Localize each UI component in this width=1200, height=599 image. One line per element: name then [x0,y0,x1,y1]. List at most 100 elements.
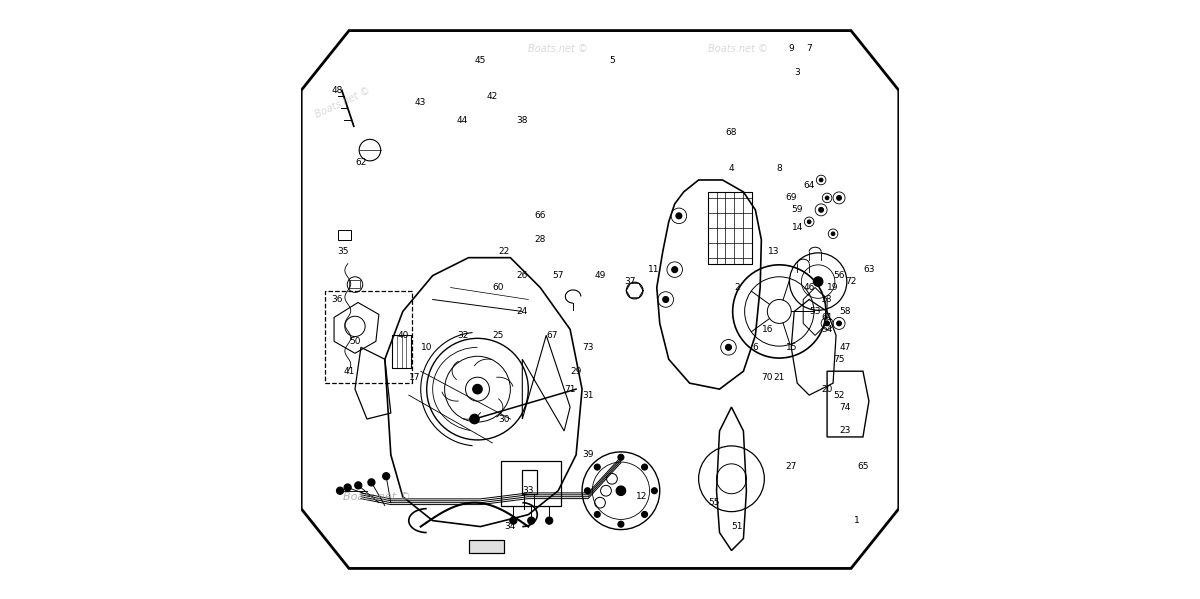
Circle shape [814,277,823,286]
Text: 62: 62 [355,158,367,167]
Text: 28: 28 [534,235,546,244]
Text: 5: 5 [610,56,614,65]
Text: 60: 60 [493,283,504,292]
Text: 27: 27 [786,462,797,471]
Circle shape [546,517,553,524]
Circle shape [473,385,482,394]
Text: 65: 65 [857,462,869,471]
Text: 75: 75 [833,355,845,364]
Text: 42: 42 [487,92,498,101]
Text: 2: 2 [734,283,740,292]
Text: 44: 44 [457,116,468,125]
Circle shape [676,213,682,219]
Circle shape [836,321,841,326]
Circle shape [836,195,841,200]
Circle shape [824,321,829,326]
Bar [708,192,752,264]
Circle shape [528,517,535,524]
Text: 33: 33 [522,486,534,495]
Circle shape [808,220,811,223]
Text: 17: 17 [409,373,420,382]
Text: Boats.net ©: Boats.net © [343,492,410,502]
Text: 19: 19 [827,283,839,292]
Text: 74: 74 [839,403,851,412]
Text: 73: 73 [582,343,594,352]
Circle shape [616,486,625,495]
Text: 70: 70 [762,373,773,382]
Circle shape [726,344,732,350]
Text: 52: 52 [833,391,845,400]
Circle shape [652,488,658,494]
Text: 56: 56 [833,271,845,280]
Circle shape [662,297,668,302]
Bar [468,540,504,553]
Text: 43: 43 [415,98,426,107]
Text: 67: 67 [546,331,558,340]
Circle shape [368,479,374,486]
Text: 53: 53 [809,307,821,316]
Text: 57: 57 [552,271,564,280]
Text: 20: 20 [822,385,833,394]
Circle shape [818,207,823,212]
Text: 59: 59 [792,205,803,214]
Circle shape [820,178,823,181]
Circle shape [594,464,600,470]
Text: 12: 12 [636,492,648,501]
Bar [468,540,504,553]
Text: 50: 50 [349,337,361,346]
Bar [522,470,538,494]
Circle shape [594,512,600,518]
Text: 34: 34 [505,522,516,531]
Text: 21: 21 [774,373,785,382]
Circle shape [832,232,835,235]
Circle shape [642,512,648,518]
Text: 51: 51 [732,522,743,531]
Circle shape [344,484,352,491]
Text: 14: 14 [792,223,803,232]
Text: 61: 61 [821,313,833,322]
Text: 23: 23 [839,426,851,435]
Text: 45: 45 [475,56,486,65]
Text: 3: 3 [794,68,800,77]
Text: 15: 15 [786,343,797,352]
Text: Boats.net ©: Boats.net © [528,44,588,53]
Text: 32: 32 [457,331,468,340]
Text: 39: 39 [582,450,594,459]
Text: 6: 6 [752,343,758,352]
Text: 54: 54 [822,325,833,334]
Bar [338,230,352,240]
Circle shape [642,464,648,470]
Circle shape [383,473,390,480]
Text: 29: 29 [570,367,582,376]
Circle shape [336,487,343,494]
Text: 68: 68 [726,128,737,137]
Text: 63: 63 [863,265,875,274]
Circle shape [618,454,624,460]
Text: 4: 4 [728,164,734,173]
Text: 13: 13 [768,247,779,256]
Text: 37: 37 [624,277,636,286]
Text: 8: 8 [776,164,782,173]
Text: 47: 47 [839,343,851,352]
Circle shape [584,488,590,494]
Bar [325,291,412,383]
Text: 41: 41 [343,367,355,376]
Text: 24: 24 [517,307,528,316]
Text: 48: 48 [331,86,343,95]
Text: 58: 58 [839,307,851,316]
Text: 38: 38 [516,116,528,125]
Bar [349,280,360,288]
Text: 16: 16 [762,325,773,334]
Circle shape [618,521,624,527]
Text: 55: 55 [708,498,719,507]
Text: 1: 1 [854,516,860,525]
Text: 71: 71 [564,385,576,394]
Text: 49: 49 [594,271,606,280]
Text: 64: 64 [804,181,815,190]
Text: 10: 10 [421,343,432,352]
Text: 9: 9 [788,44,794,53]
Circle shape [672,267,678,273]
Text: Boats.net ©: Boats.net © [708,44,767,53]
Text: 36: 36 [331,295,343,304]
Text: 40: 40 [397,331,408,340]
